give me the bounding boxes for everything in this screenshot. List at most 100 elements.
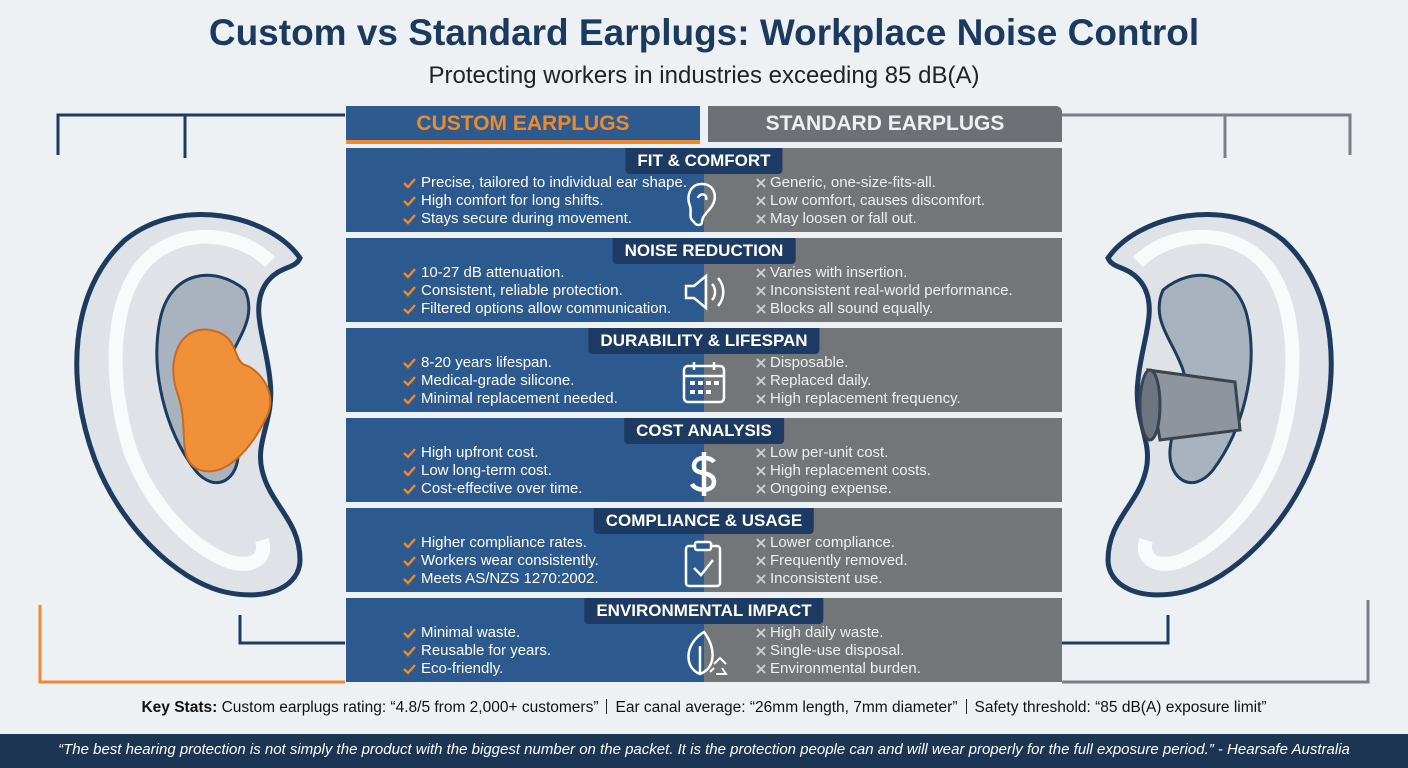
cross-icon [756, 538, 766, 548]
check-icon [403, 376, 416, 387]
custom-item: Low long-term cost. [421, 462, 552, 479]
cross-icon [756, 646, 766, 656]
standard-header: STANDARD EARPLUGS [708, 106, 1062, 142]
cross-icon [756, 484, 766, 494]
standard-item: Generic, one-size-fits-all. [770, 174, 936, 191]
standard-item: Single-use disposal. [770, 642, 905, 659]
cross-icon [756, 304, 766, 314]
standard-item: Low comfort, causes discomfort. [770, 192, 986, 209]
check-icon [403, 214, 416, 225]
section: NOISE REDUCTION 10-27 dB attenuation. Cons… [346, 238, 1062, 322]
title: Custom vs Standard Earplugs: Workplace N… [208, 12, 1200, 53]
custom-item: Higher compliance rates. [421, 534, 587, 551]
separator [606, 699, 608, 714]
custom-item: Cost-effective over time. [421, 480, 583, 497]
check-icon [403, 196, 416, 207]
section: FIT & COMFORT Precise, tailored to indivi… [346, 148, 1062, 232]
section: ENVIRONMENTAL IMPACT Minimal waste. Reusab… [346, 598, 1062, 682]
check-icon [403, 448, 416, 459]
custom-item: Consistent, reliable protection. [421, 282, 623, 299]
section-title: COMPLIANCE & USAGE [593, 508, 815, 534]
custom-item: Precise, tailored to individual ear shap… [421, 174, 687, 191]
cross-icon [756, 664, 766, 674]
standard-item: Lower compliance. [770, 534, 896, 551]
section-icon [689, 452, 717, 496]
check-icon [403, 538, 416, 549]
cross-icon [756, 268, 766, 278]
standard-item: Blocks all sound equally. [770, 300, 934, 317]
check-icon [403, 268, 416, 279]
cross-icon [756, 214, 766, 224]
check-icon [403, 484, 416, 495]
custom-header: CUSTOM EARPLUGS [346, 106, 700, 144]
standard-item: Replaced daily. [770, 372, 872, 389]
standard-item: May loosen or fall out. [770, 210, 917, 227]
section-icon [687, 630, 728, 676]
quote: “The best hearing protection is not simp… [58, 741, 1350, 758]
standard-item: Ongoing expense. [770, 480, 892, 497]
check-icon [403, 178, 416, 189]
key-stat: Ear canal average: “26mm length, 7mm dia… [615, 699, 958, 716]
key-stats-label: Key Stats: [141, 699, 218, 716]
custom-item: 10-27 dB attenuation. [421, 264, 565, 281]
check-icon [403, 358, 416, 369]
section-title: NOISE REDUCTION [612, 238, 796, 264]
section-icon [684, 540, 722, 588]
cross-icon [756, 286, 766, 296]
section-icon [682, 362, 726, 404]
section-title: FIT & COMFORT [625, 148, 783, 174]
standard-item: High daily waste. [770, 624, 884, 641]
section: COMPLIANCE & USAGE Higher compliance rate… [346, 508, 1062, 592]
check-icon [403, 664, 416, 675]
custom-item: High upfront cost. [421, 444, 539, 461]
section-title: COST ANALYSIS [624, 418, 784, 444]
section: DURABILITY & LIFESPAN 8-20 years lifespan… [346, 328, 1062, 412]
section-title: ENVIRONMENTAL IMPACT [584, 598, 824, 624]
check-icon [403, 304, 416, 315]
section-icon [684, 273, 725, 311]
custom-item: Filtered options allow communication. [421, 300, 672, 317]
standard-earplug [1138, 368, 1242, 442]
cross-icon [756, 556, 766, 566]
cross-icon [756, 466, 766, 476]
standard-item: High replacement costs. [770, 462, 931, 479]
check-icon [403, 628, 416, 639]
subtitle: Protecting workers in industries exceedi… [428, 62, 980, 89]
cross-icon [756, 358, 766, 368]
standard-item: Environmental burden. [770, 660, 921, 677]
custom-earplug [172, 328, 272, 473]
key-stats: Key Stats: Custom earplugs rating: “4.8/… [0, 699, 1408, 717]
section-title: DURABILITY & LIFESPAN [588, 328, 820, 354]
cross-icon [756, 376, 766, 386]
custom-item: Minimal waste. [421, 624, 521, 641]
cross-icon [756, 574, 766, 584]
standard-item: Disposable. [770, 354, 849, 371]
section: COST ANALYSIS High upfront cost. Low long-… [346, 418, 1062, 502]
custom-item: Meets AS/NZS 1270:2002. [421, 570, 599, 587]
section-icon [687, 182, 716, 227]
cross-icon [756, 178, 766, 188]
brackets [38, 113, 1370, 684]
check-icon [403, 556, 416, 567]
standard-item: Inconsistent use. [770, 570, 883, 587]
cross-icon [756, 628, 766, 638]
quote-bar [0, 734, 1408, 768]
standard-item: High replacement frequency. [770, 390, 961, 407]
standard-item: Frequently removed. [770, 552, 908, 569]
check-icon [403, 286, 416, 297]
custom-item: 8-20 years lifespan. [421, 354, 552, 371]
standard-item: Inconsistent real-world performance. [770, 282, 1013, 299]
check-icon [403, 394, 416, 405]
custom-item: Medical-grade silicone. [421, 372, 575, 389]
check-icon [403, 574, 416, 585]
separator [965, 699, 967, 714]
custom-item: Stays secure during movement. [421, 210, 632, 227]
custom-item: Minimal replacement needed. [421, 390, 618, 407]
check-icon [403, 466, 416, 477]
standard-item: Low per-unit cost. [770, 444, 889, 461]
key-stat: Safety threshold: “85 dB(A) exposure lim… [974, 699, 1267, 716]
custom-item: Workers wear consistently. [421, 552, 599, 569]
custom-item: High comfort for long shifts. [421, 192, 604, 209]
